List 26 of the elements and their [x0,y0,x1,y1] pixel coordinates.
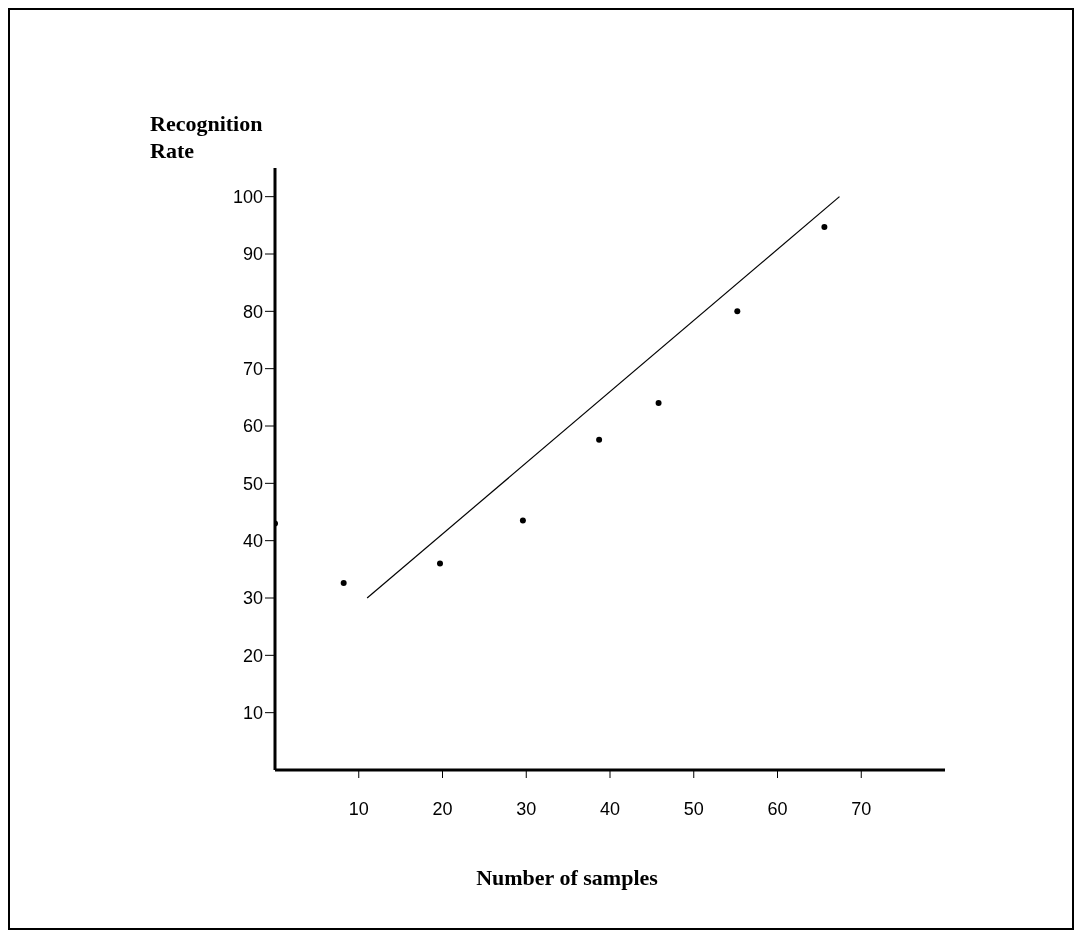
x-tick-label: 70 [851,798,872,819]
y-axis-title: Recognition Rate [150,110,264,164]
y-tick-label: 100 [232,187,263,208]
y-tick-label: 30 [242,588,263,609]
y-tick-label: 90 [242,244,263,265]
x-tick-label: 50 [683,798,704,819]
x-tick-label: 40 [599,798,621,819]
x-tick-label: 30 [516,798,537,819]
point [655,400,662,407]
x-tick-label: 20 [432,798,453,819]
point [436,560,443,567]
y-tick-label: 40 [242,531,263,552]
point [519,517,526,524]
y-tick-label: 80 [242,301,263,322]
x-tick-label: 60 [767,798,788,819]
point [340,580,347,587]
y-tick-label: 20 [242,645,263,666]
x-tick-label: 10 [348,798,369,819]
point [821,224,828,231]
point [734,308,741,315]
y-tick-label: 60 [242,416,263,437]
point [596,436,603,443]
y-tick-label: 50 [242,473,263,494]
x-axis-title: Number of samples [476,865,658,890]
y-tick-label: 70 [242,359,263,380]
y-tick-label: 10 [242,703,263,724]
